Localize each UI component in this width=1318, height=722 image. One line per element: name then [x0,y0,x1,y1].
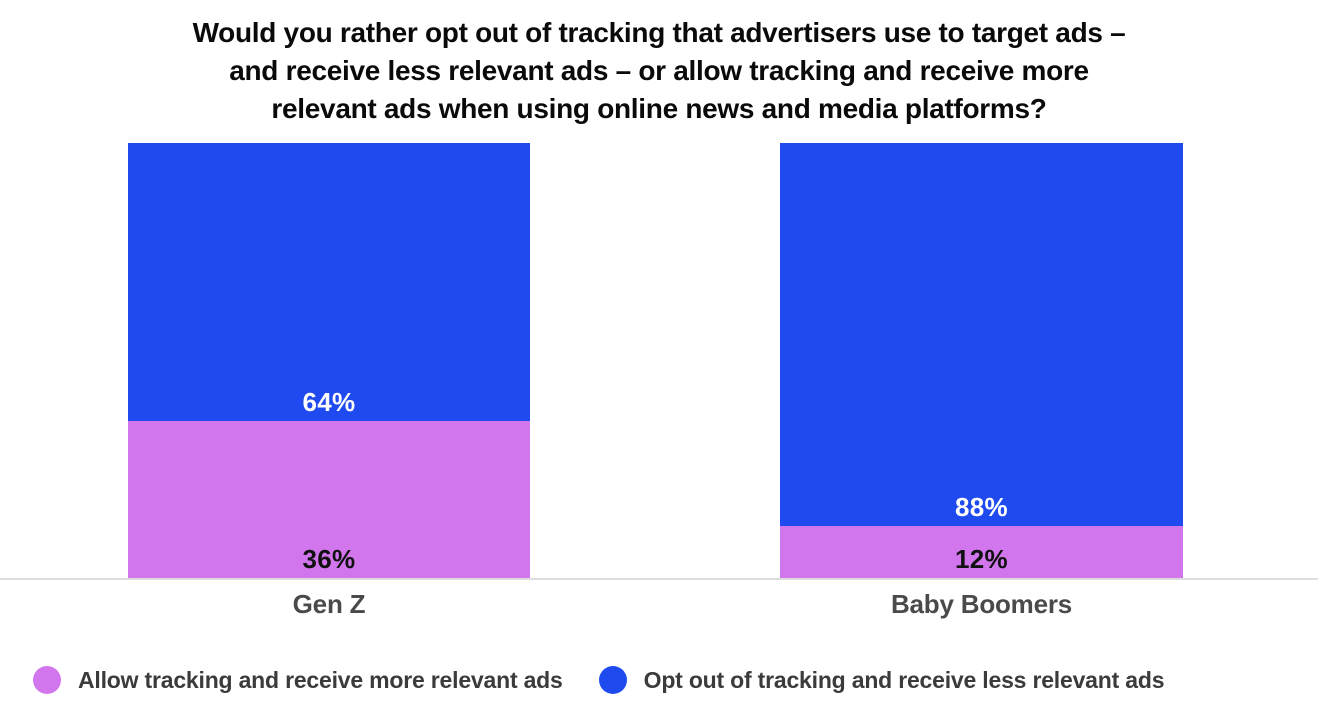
value-label-baby-boomers-allow-tracking-and-receive-more-relevant-ads: 12% [955,543,1008,574]
chart-title-line-2: and receive less relevant ads – or allow… [229,55,1089,86]
chart-title: Would you rather opt out of tracking tha… [0,14,1318,128]
bar-gen-z: 64% 36% [128,143,530,578]
legend-item-opt-out-of-tracking-and-receive-less-relevant-ads: Opt out of tracking and receive less rel… [598,666,1165,694]
value-label-baby-boomers-opt-out-of-tracking-and-receive-less-relevant-ads: 88% [955,491,1008,522]
bar-segment-gen-z-opt-out-of-tracking-and-receive-less-relevant-ads: 64% [128,143,530,422]
legend: Allow tracking and receive more relevant… [33,666,1164,694]
legend-item-allow-tracking-and-receive-more-relevant-ads: Allow tracking and receive more relevant… [33,666,563,694]
bar-segment-baby-boomers-allow-tracking-and-receive-more-relevant-ads: 12% [780,525,1183,578]
legend-item-label: Opt out of tracking and receive less rel… [643,666,1165,693]
bar-baby-boomers: 88% 12% [780,143,1183,578]
bar-segment-baby-boomers-opt-out-of-tracking-and-receive-less-relevant-ads: 88% [780,143,1183,526]
plot-area: 64% 36% 88% 12% [0,143,1318,578]
chart-title-line-3: relevant ads when using online news and … [271,93,1047,124]
category-label-gen-z: Gen Z [292,589,366,619]
chart-title-line-1: Would you rather opt out of tracking tha… [192,17,1126,48]
legend-dot-icon [33,666,61,694]
value-label-gen-z-opt-out-of-tracking-and-receive-less-relevant-ads: 64% [302,387,356,418]
legend-dot-icon [598,666,627,694]
x-axis-line [0,578,1318,580]
bar-segment-gen-z-allow-tracking-and-receive-more-relevant-ads: 36% [128,421,530,578]
value-label-gen-z-allow-tracking-and-receive-more-relevant-ads: 36% [302,543,356,574]
category-label-baby-boomers: Baby Boomers [890,589,1073,619]
legend-item-label: Allow tracking and receive more relevant… [78,666,563,693]
